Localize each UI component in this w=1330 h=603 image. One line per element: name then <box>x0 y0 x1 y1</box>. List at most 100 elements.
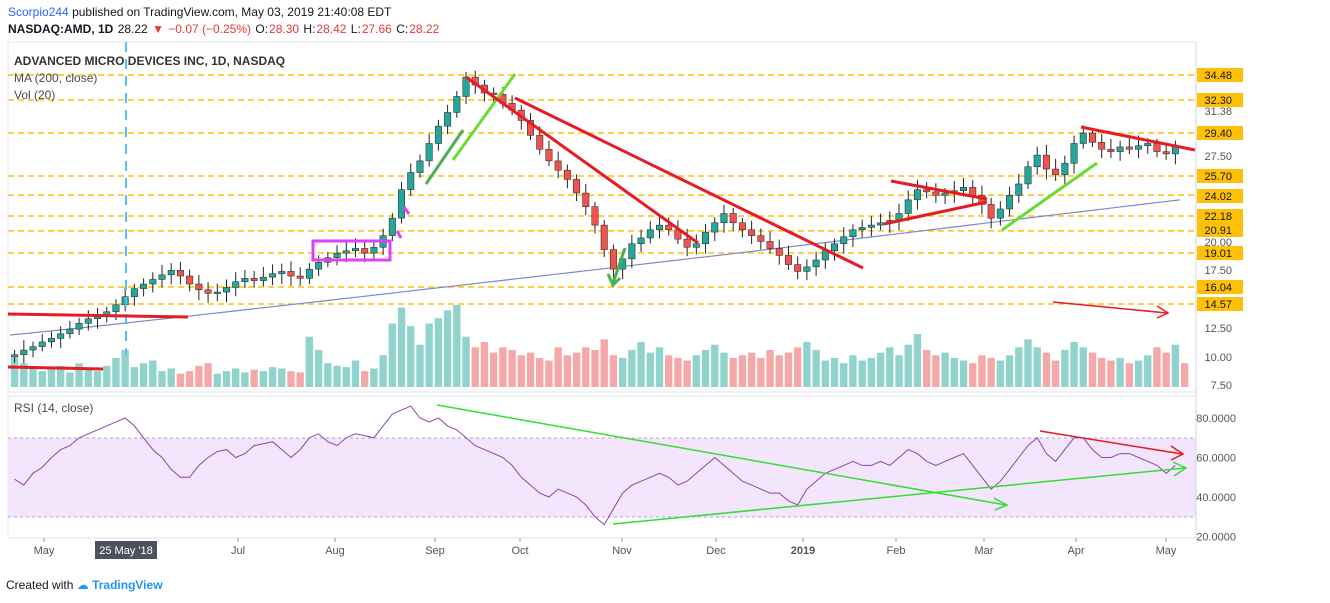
candle-body <box>840 236 848 245</box>
volume-bar <box>1107 360 1115 387</box>
volume-line-left[interactable] <box>7 365 104 371</box>
price-axis-label: 31.38 <box>1204 106 1232 118</box>
volume-bar <box>701 349 710 387</box>
x-axis-label: Mar <box>975 545 994 557</box>
candle-body <box>554 160 562 171</box>
candle-body <box>47 338 55 343</box>
volume-bar <box>287 371 295 387</box>
volume-down-arrow[interactable] <box>1052 301 1168 314</box>
drawings[interactable] <box>7 73 1196 525</box>
candle-body <box>637 237 645 245</box>
volume-bar <box>1070 342 1078 387</box>
candle-body <box>388 217 396 236</box>
volume-bar <box>563 355 572 387</box>
candle-body <box>1116 146 1124 152</box>
pennant-top[interactable] <box>890 179 988 201</box>
candle-body <box>545 149 553 162</box>
candle-body <box>223 287 230 293</box>
candle-body <box>573 179 581 194</box>
volume-bar <box>572 352 581 387</box>
x-axis-label: Nov <box>612 545 632 557</box>
magenta-mark-2[interactable] <box>395 230 403 239</box>
pullback-arrow[interactable] <box>611 247 627 284</box>
downtrend-line-2[interactable] <box>514 96 864 270</box>
candle-body <box>1042 154 1050 170</box>
x-axis-label: Dec <box>706 545 726 557</box>
ma-legend: MA (200, close) <box>14 71 98 85</box>
candle-body <box>269 273 277 278</box>
volume-bar <box>213 373 221 387</box>
uptrend-arrow-1[interactable] <box>424 129 465 185</box>
candle-body <box>600 224 608 250</box>
candle-body <box>1135 145 1143 150</box>
volume-bar <box>793 347 802 387</box>
x-axis-label: Oct <box>511 545 528 557</box>
price-axis-label: 12.50 <box>1204 323 1232 335</box>
uptrend-line-2[interactable] <box>451 73 517 161</box>
volume-bar <box>121 349 129 387</box>
volume-bar <box>996 360 1005 387</box>
candle-body <box>987 204 995 219</box>
volume-bar <box>600 339 608 387</box>
footer-brand[interactable]: TradingView <box>92 578 163 592</box>
volume-bar <box>20 363 28 387</box>
volume-bar <box>1134 360 1143 387</box>
magenta-mark-1[interactable] <box>402 206 411 215</box>
candle-body <box>186 275 194 285</box>
volume-bar <box>158 371 166 387</box>
price-level-tag <box>1197 93 1243 107</box>
close-label: C: <box>396 22 409 36</box>
price-axis-label: 29.40 <box>1204 128 1232 140</box>
volume-bar <box>913 334 922 387</box>
x-axis-label: Apr <box>1067 545 1084 557</box>
rsi-support-line[interactable] <box>612 467 1186 525</box>
candle-body <box>1079 132 1087 144</box>
rsi-resistance-line[interactable] <box>1039 430 1183 455</box>
candle-body <box>1061 162 1069 176</box>
resistance-line-right[interactable] <box>1080 125 1196 152</box>
price-level-tag <box>1197 126 1243 140</box>
price-axis-label: 10.00 <box>1204 352 1232 364</box>
volume-bar <box>508 349 516 387</box>
rsi-divergence-down[interactable] <box>436 404 1007 506</box>
consolidation-box[interactable] <box>311 239 392 262</box>
x-axis-label: Jul <box>231 545 245 557</box>
price-axis-label: 16.04 <box>1204 282 1232 294</box>
price-axis-label: 17.50 <box>1204 265 1232 277</box>
price-axis-label: 32.30 <box>1204 95 1232 107</box>
volume-bar <box>489 352 498 387</box>
support-line-left[interactable] <box>7 312 189 319</box>
candle-body <box>278 271 286 274</box>
candle-body <box>167 270 175 276</box>
candle-body <box>591 206 599 226</box>
downtrend-line-1[interactable] <box>465 75 699 245</box>
candle-body <box>969 187 977 196</box>
volume-bar <box>1051 360 1060 387</box>
volume-bar <box>1098 357 1106 387</box>
candle-body <box>351 248 359 252</box>
symbol-label: NASDAQ:AMD, 1D <box>8 22 114 36</box>
volume-bar <box>628 349 636 387</box>
author-link[interactable]: Scorpio244 <box>8 5 69 19</box>
volume-bar <box>987 357 995 387</box>
candle-body <box>259 276 267 281</box>
candle-body <box>794 264 802 272</box>
uptrend-line-3[interactable] <box>1001 161 1098 232</box>
volume-bar <box>545 360 553 387</box>
volume-bar <box>471 347 479 387</box>
quote-line: NASDAQ:AMD, 1D 28.22 ▼ −0.07 (−0.25%) O:… <box>8 22 440 36</box>
volume-bar <box>370 368 378 387</box>
rsi-resistance-head <box>1170 445 1185 461</box>
candle-body <box>1024 166 1032 185</box>
price-axis-label: 34.48 <box>1204 70 1232 82</box>
volume-bar <box>766 349 774 387</box>
volume-bar <box>840 363 848 387</box>
volume-bar <box>876 352 885 387</box>
volume-bar <box>591 349 599 387</box>
down-arrow-icon: ▼ <box>152 22 164 36</box>
volume-bar <box>738 355 747 387</box>
pennant-bottom[interactable] <box>883 200 988 226</box>
volume-bar <box>38 371 46 387</box>
price-level-tag <box>1197 223 1243 237</box>
